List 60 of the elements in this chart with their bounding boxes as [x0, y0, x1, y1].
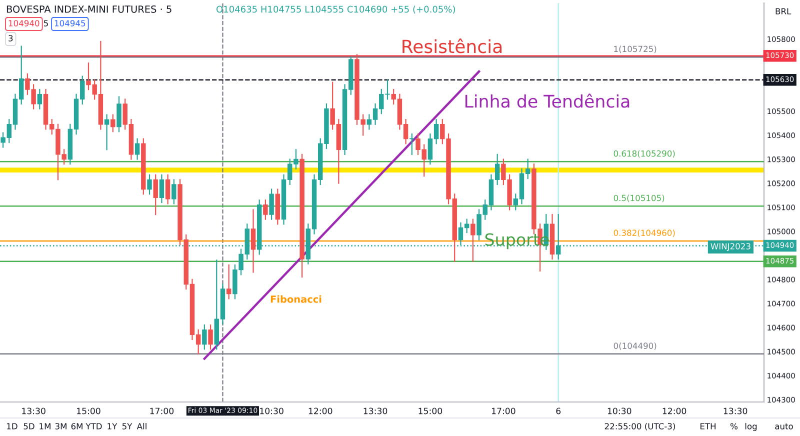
x-tick-label: 13:30 [724, 408, 748, 414]
x-tick-label: 10:30 [608, 408, 632, 414]
series-label: Linha de Tendência [465, 94, 630, 108]
annotation: WINJ2023 [710, 243, 750, 251]
text: All [136, 422, 146, 430]
text: 6M [71, 423, 82, 430]
x-tick-label: 12:00 [308, 408, 332, 414]
text: log [745, 422, 757, 432]
candlestick [172, 179, 176, 204]
candlestick [250, 209, 256, 273]
ref-line-label: 0.5(105105) [614, 194, 664, 202]
x-tick-label: 13:30 [22, 408, 46, 414]
candlestick [202, 324, 207, 350]
annotation: 104940 [8, 20, 40, 26]
text: auto [775, 423, 793, 430]
x-tick-label: 15:00 [418, 408, 442, 414]
x-tick-label: 10:30 [260, 408, 284, 414]
candlestick [165, 174, 170, 204]
text: 1Y [108, 423, 118, 430]
ref-line-label: 0.618(105290) [614, 150, 675, 158]
candlestick [104, 114, 110, 150]
x-tick-label: 12:00 [662, 408, 686, 414]
candlestick [110, 114, 116, 132]
x-tick-label: 6 [556, 408, 561, 414]
annotation: Fibonacci [270, 295, 322, 303]
candlestick [147, 174, 152, 195]
text: BRL [776, 8, 792, 14]
candlestick [208, 324, 213, 350]
candlestick [263, 200, 268, 220]
chart-subtitle: O104635 H104755 L104555 C104690 +55 (+0.05%) [216, 6, 455, 14]
x-tick-label: 17:00 [150, 408, 174, 414]
candlestick [37, 88, 42, 110]
candlestick [410, 133, 414, 155]
candlestick [134, 138, 140, 160]
text: ETH [700, 423, 716, 430]
x-tick-label: 17:00 [492, 408, 516, 414]
candlestick [153, 174, 158, 216]
annotation: 3 [8, 35, 13, 42]
text: YTD [86, 423, 102, 430]
text: 5Y [122, 423, 132, 430]
candlestick [116, 96, 122, 132]
text: 22:55:00 (UTC-3) [604, 422, 675, 430]
annotation: Resistência [402, 38, 502, 54]
text: 1M [40, 423, 50, 430]
annotation: 5 [44, 20, 48, 26]
text: 5D [24, 423, 34, 430]
annotation: 104945 [54, 20, 86, 26]
text: % [730, 423, 738, 430]
x-tick-label: 13:30 [364, 408, 388, 414]
text: 1D [7, 423, 18, 430]
candlestick [269, 188, 274, 220]
chart-title: BOVESPA INDEX-MINI FUTURES · 5 [6, 5, 172, 13]
candlestick [226, 264, 232, 300]
ref-line-label: 0(104490) [614, 342, 656, 350]
x-tick-label: 15:00 [77, 408, 100, 414]
text: 3M [55, 423, 66, 430]
candlestick [159, 174, 164, 204]
ref-line-label: 1(105725) [614, 46, 656, 54]
ref-line-label: 0.382(104960) [614, 230, 675, 237]
candlestick [470, 218, 476, 262]
